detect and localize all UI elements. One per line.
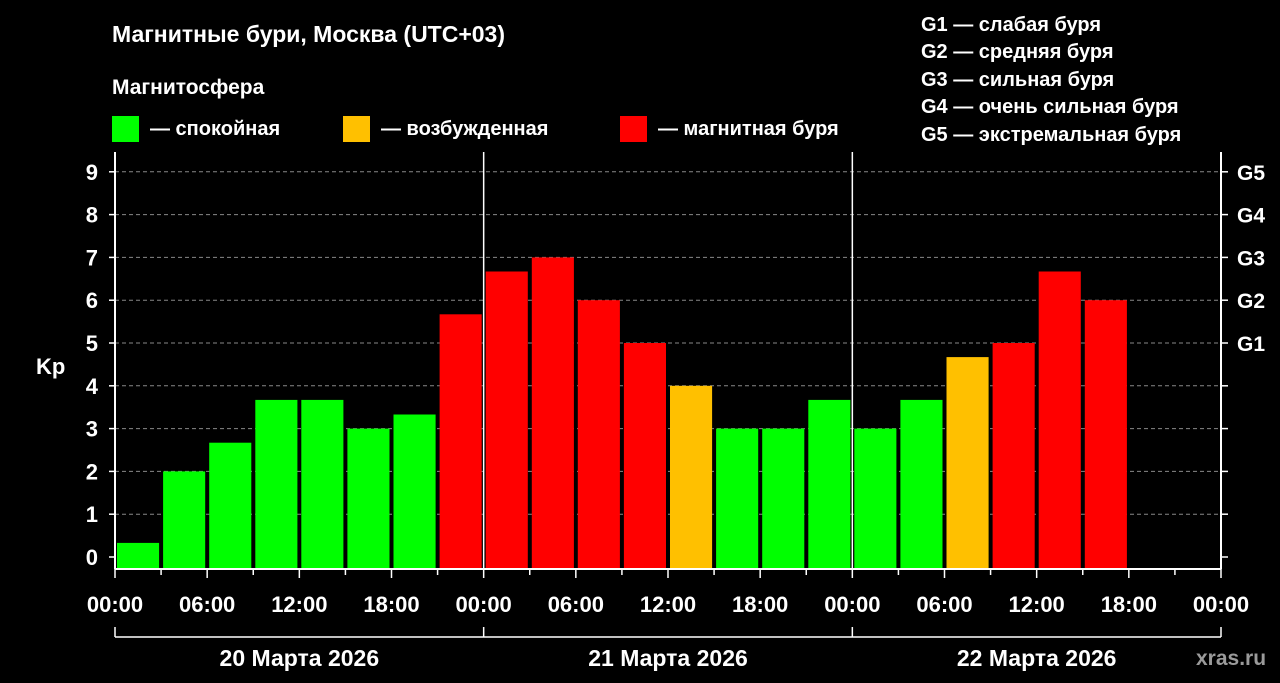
bar-9 [531,257,574,569]
bar-13 [716,428,759,569]
bar-21 [1084,300,1127,569]
g-scale-item-g1: G1 — слабая буря [921,14,1101,36]
bar-19 [992,343,1035,569]
g-scale-item-g3: G3 — сильная буря [921,69,1114,91]
y-tick-label-5: 5 [86,331,98,356]
bar-5 [347,428,390,569]
g-scale-item-g2: G2 — средняя буря [921,41,1114,63]
x-tick-label-10: 12:00 [1009,592,1065,617]
x-tick-label-6: 12:00 [640,592,696,617]
right-label-g3: G3 [1237,247,1265,270]
legend-swatch-excited [343,116,370,142]
bar-4 [301,399,344,569]
chart-title: Магнитные бури, Москва (UTC+03) [112,21,505,47]
bar-11 [623,343,666,569]
y-tick-label-8: 8 [86,203,98,228]
x-tick-label-11: 18:00 [1101,592,1157,617]
day-label-1: 21 Марта 2026 [588,645,748,671]
legend-title: Магнитосфера [112,76,265,99]
legend-swatch-calm [112,116,139,142]
bar-18 [946,357,989,569]
right-label-g4: G4 [1237,205,1265,228]
y-tick-label-9: 9 [86,160,98,185]
bar-3 [255,399,298,569]
legend-label-excited: — возбужденная [381,118,548,140]
day-label-0: 20 Марта 2026 [220,645,380,671]
y-tick-label-7: 7 [86,245,98,270]
bar-10 [577,300,620,569]
watermark: xras.ru [1196,647,1266,670]
bar-2 [209,442,252,569]
legend-label-storm: — магнитная буря [658,118,839,140]
bar-6 [393,414,436,569]
bar-12 [670,385,713,569]
legend-label-calm: — спокойная [150,118,280,140]
right-label-g1: G1 [1237,333,1265,356]
x-tick-label-8: 00:00 [824,592,880,617]
x-tick-label-3: 18:00 [363,592,419,617]
y-tick-label-6: 6 [86,288,98,313]
y-tick-label-2: 2 [86,459,98,484]
x-tick-label-4: 00:00 [456,592,512,617]
x-tick-label-9: 06:00 [916,592,972,617]
legend-swatch-storm [620,116,647,142]
day-label-2: 22 Марта 2026 [957,645,1117,671]
bar-14 [762,428,805,569]
bar-8 [485,271,528,569]
bars [117,257,1127,569]
x-tick-label-7: 18:00 [732,592,788,617]
y-tick-label-1: 1 [86,502,98,527]
x-tick-label-0: 00:00 [87,592,143,617]
bar-16 [854,428,897,569]
y-tick-label-3: 3 [86,417,98,442]
axes [109,152,1228,638]
y-tick-label-4: 4 [86,374,99,399]
x-tick-label-12: 00:00 [1193,592,1249,617]
bar-15 [808,399,851,569]
g-scale-item-g4: G4 — очень сильная буря [921,96,1179,118]
bar-17 [900,399,943,569]
bar-7 [439,314,482,569]
x-tick-label-1: 06:00 [179,592,235,617]
right-label-g5: G5 [1237,162,1265,185]
y-tick-label-0: 0 [86,545,98,570]
x-tick-label-2: 12:00 [271,592,327,617]
bar-0 [117,542,160,569]
x-tick-label-5: 06:00 [548,592,604,617]
bar-1 [163,471,206,569]
axis-labels: 0 1 2 3 4 5 6 7 8 9 G1 G2 G3 G4 G5 00:00 06:00 12:00 18:00… [86,160,1266,671]
g-scale-item-g5: G5 — экстремальная буря [921,124,1181,146]
grid-lines [115,171,1221,515]
bar-20 [1038,271,1081,569]
y-axis-label: Kp [36,354,65,379]
right-label-g2: G2 [1237,290,1265,313]
